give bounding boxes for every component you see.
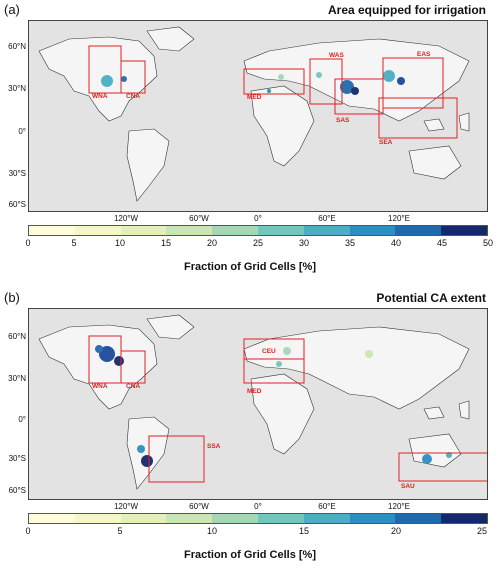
lon-tick: 0°: [254, 502, 262, 511]
colorbar-b: [28, 513, 488, 524]
colorbar-tick: 0: [25, 526, 31, 536]
lon-tick: 60°W: [189, 502, 209, 511]
colorbar-swatch: [74, 226, 121, 235]
colorbar-a: [28, 225, 488, 236]
colorbar-tick: 15: [160, 238, 171, 248]
colorbar-tick: 30: [298, 238, 309, 248]
region-label: CNA: [126, 383, 140, 390]
colorbar-swatch: [441, 514, 487, 523]
colorbar-swatch: [212, 226, 258, 235]
colorbar-swatch: [120, 226, 167, 235]
panel-a: (a) Area equipped for irrigation 60°N 30…: [4, 2, 493, 273]
lon-tick: 120°W: [113, 502, 139, 511]
colorbar-swatch: [395, 514, 442, 523]
lat-tick: 0°: [18, 127, 26, 136]
lon-tick: 60°E: [318, 214, 336, 223]
lat-tick: 30°S: [8, 454, 26, 463]
panel-title: Potential CA extent: [376, 291, 486, 305]
map-ca-extent: WNA CNA CEU MED SSA SAU: [28, 308, 488, 500]
colorbar-tick: 35: [344, 238, 355, 248]
colorbar-tick: 10: [206, 526, 217, 536]
lon-tick: 120°E: [388, 214, 410, 223]
colorbar-tick: 40: [390, 238, 401, 248]
colorbar-swatch: [212, 514, 258, 523]
region-label: WAS: [329, 52, 344, 59]
region-label: SAS: [336, 117, 350, 124]
lon-tick: 120°E: [388, 502, 410, 511]
panel-b: (b) Potential CA extent 60°N 30°N 0° 30°…: [0, 288, 500, 576]
colorbar-swatch: [29, 514, 75, 523]
panel-label: (b): [4, 290, 20, 305]
colorbar-swatch: [166, 514, 213, 523]
colorbar-swatch: [257, 226, 304, 235]
irrigation-hotspots: [101, 70, 405, 95]
colorbar-tick: 0: [25, 238, 31, 248]
colorbar-swatch: [303, 226, 350, 235]
colorbar-swatch: [29, 226, 75, 235]
lon-tick: 60°W: [189, 214, 209, 223]
world-map-a: WNA CNA MED WAS EAS SAS SEA: [38, 26, 470, 202]
colorbar-tick: 45: [436, 238, 447, 248]
lat-tick: 30°N: [8, 84, 26, 93]
colorbar-swatch: [395, 226, 442, 235]
region-label: MED: [247, 388, 262, 395]
lat-tick: 60°S: [8, 486, 26, 495]
lat-tick: 30°N: [8, 374, 26, 383]
colorbar-title: Fraction of Grid Cells [%]: [183, 549, 316, 561]
lon-tick: 60°E: [318, 502, 336, 511]
region-label: MED: [247, 94, 262, 101]
colorbar-swatch: [303, 514, 350, 523]
colorbar-tick: 25: [252, 238, 263, 248]
colorbar-tick: 15: [298, 526, 309, 536]
colorbar-swatch: [74, 514, 121, 523]
lat-tick: 30°S: [8, 169, 26, 178]
colorbar-title: Fraction of Grid Cells [%]: [183, 261, 316, 273]
region-label: SAU: [401, 483, 415, 490]
colorbar-tick: 5: [117, 526, 123, 536]
colorbar-swatch: [349, 226, 396, 235]
world-map-b: WNA CNA CEU MED SSA SAU: [38, 314, 487, 490]
colorbar-tick: 25: [476, 526, 487, 536]
region-label: SSA: [207, 443, 221, 450]
region-label: EAS: [417, 51, 431, 58]
map-irrigation: WNA CNA MED WAS EAS SAS SEA: [28, 20, 488, 212]
lon-tick: 120°W: [113, 214, 139, 223]
lat-tick: 60°N: [8, 42, 26, 51]
lat-tick: 60°N: [8, 332, 26, 341]
region-label: CNA: [126, 93, 140, 100]
ca-hotspots: [95, 345, 452, 467]
panel-label: (a): [4, 2, 20, 17]
region-label: CEU: [262, 348, 276, 355]
colorbar-swatch: [441, 226, 487, 235]
region-label: WNA: [92, 93, 108, 100]
lat-tick: 0°: [18, 415, 26, 424]
colorbar-swatch: [166, 226, 213, 235]
colorbar-tick: 10: [114, 238, 125, 248]
lat-tick: 60°S: [8, 200, 26, 209]
colorbar-swatch: [120, 514, 167, 523]
colorbar-tick: 20: [390, 526, 401, 536]
colorbar-tick: 50: [482, 238, 493, 248]
panel-title: Area equipped for irrigation: [327, 3, 486, 17]
colorbar-tick: 20: [206, 238, 217, 248]
colorbar-swatch: [257, 514, 304, 523]
region-label: WNA: [92, 383, 108, 390]
region-label: SEA: [379, 139, 393, 146]
colorbar-swatch: [349, 514, 396, 523]
colorbar-tick: 5: [71, 238, 77, 248]
lon-tick: 0°: [254, 214, 262, 223]
